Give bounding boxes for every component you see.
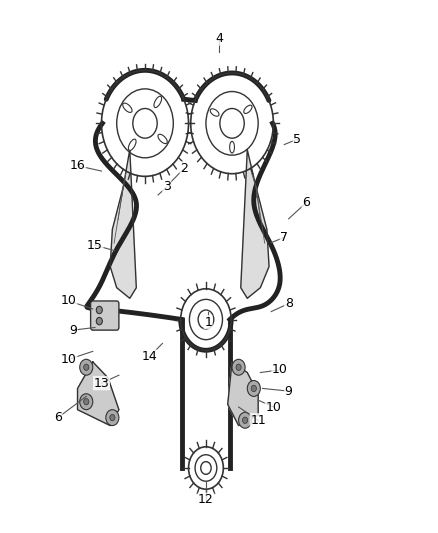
Text: 11: 11 [250,414,266,427]
Circle shape [247,381,260,397]
Text: 2: 2 [180,162,188,175]
Circle shape [232,359,245,375]
Text: 10: 10 [61,353,77,366]
Text: 10: 10 [272,364,288,376]
Text: 10: 10 [265,400,281,414]
Ellipse shape [230,141,234,153]
Text: 5: 5 [293,133,301,146]
Ellipse shape [210,109,219,116]
Text: 12: 12 [198,494,214,506]
FancyBboxPatch shape [91,301,119,330]
Text: 10: 10 [61,294,77,308]
Circle shape [110,415,115,421]
Circle shape [106,410,119,425]
Polygon shape [78,362,119,425]
Circle shape [96,317,102,325]
Text: 1: 1 [204,316,212,329]
Text: 3: 3 [163,181,171,193]
Text: 7: 7 [280,231,288,244]
Text: 9: 9 [69,324,77,337]
Circle shape [236,364,241,370]
Text: 15: 15 [87,239,103,252]
Text: 4: 4 [215,32,223,45]
Text: 16: 16 [70,159,85,172]
Circle shape [80,394,93,410]
Polygon shape [110,150,136,298]
Text: 6: 6 [302,196,310,209]
Text: 9: 9 [285,385,293,398]
Ellipse shape [123,103,132,112]
Text: 14: 14 [141,350,157,363]
Circle shape [243,417,248,423]
Ellipse shape [244,105,252,114]
Circle shape [80,359,93,375]
Ellipse shape [158,134,167,143]
Circle shape [84,399,89,405]
Text: 13: 13 [94,377,110,390]
Polygon shape [228,362,258,425]
Ellipse shape [154,96,162,108]
Text: 8: 8 [285,297,293,310]
Circle shape [96,306,102,314]
Text: 6: 6 [54,411,62,424]
Circle shape [84,364,89,370]
Polygon shape [241,150,269,298]
Ellipse shape [128,139,136,150]
Circle shape [239,413,252,428]
Circle shape [251,385,256,392]
